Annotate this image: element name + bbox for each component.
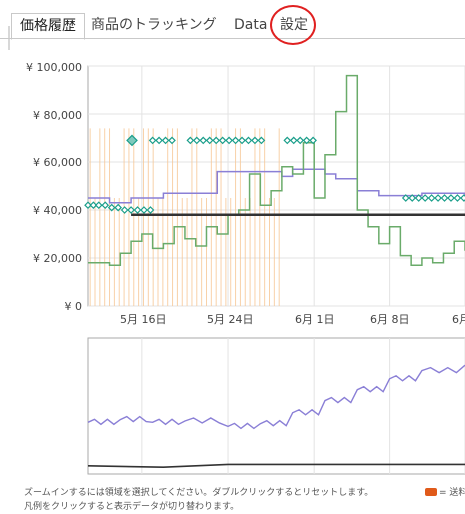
deal-marker (148, 136, 157, 145)
deal-marker-highlight (126, 134, 138, 147)
overview-series-rank (87, 463, 465, 469)
deal-marker (161, 136, 170, 145)
deal-marker (127, 206, 135, 214)
deal-marker (114, 203, 123, 212)
deal-marker (212, 136, 221, 145)
y-tick-label: ¥ 100,000 (26, 61, 82, 74)
x-tick-label: 6月 8日 (370, 313, 410, 326)
deal-marker (244, 136, 253, 145)
deal-marker (453, 194, 462, 202)
series-line-used (88, 74, 465, 266)
y-tick-label: ¥ 0 (64, 300, 83, 313)
tab-data[interactable]: Data (234, 17, 268, 33)
deal-marker (133, 206, 142, 214)
tab-product-tracking[interactable]: 商品のトラッキング (91, 17, 217, 33)
overview-series-new (87, 364, 465, 430)
deal-marker (302, 136, 311, 145)
deal-marker (401, 194, 410, 202)
deal-marker (205, 136, 214, 145)
deal-marker (225, 136, 233, 145)
y-tick-label: ¥ 60,000 (33, 156, 82, 169)
deal-marker (94, 201, 103, 210)
x-tick-label: 6月 1日 (295, 313, 335, 326)
deal-marker (408, 194, 417, 202)
deal-marker (434, 194, 442, 202)
x-tick-label: 5月 16日 (120, 313, 167, 326)
deal-marker (309, 136, 317, 145)
deal-marker (146, 206, 155, 214)
truck-icon (425, 488, 437, 496)
deal-marker (460, 194, 465, 202)
plot-frame (87, 65, 465, 307)
deal-marker (427, 194, 436, 202)
deal-marker (218, 136, 227, 145)
deal-marker (107, 203, 116, 212)
tab-price-history[interactable]: 価格履歴 (11, 13, 85, 40)
deal-marker (238, 136, 246, 145)
x-tick-label: 6月 (452, 313, 465, 326)
deal-marker (289, 136, 298, 145)
zoom-hint: ズームインするには領域を選択してください。ダブルクリックするとリセットします。 (24, 488, 374, 498)
deal-marker (283, 136, 292, 145)
deal-marker (296, 136, 305, 145)
deal-marker (440, 194, 449, 202)
deal-marker (414, 194, 423, 202)
annotation-circle (270, 5, 316, 45)
y-tick-label: ¥ 40,000 (33, 204, 82, 217)
overview-frame (87, 337, 465, 475)
deal-marker (447, 194, 455, 202)
deal-marker (120, 206, 129, 214)
deal-marker (192, 136, 201, 145)
deal-marker (231, 136, 240, 145)
deal-marker (199, 136, 208, 145)
deal-marker (140, 206, 148, 214)
deal-marker (186, 136, 195, 145)
shipping-legend[interactable]: = 送料 (425, 485, 465, 498)
deal-marker (168, 136, 176, 145)
y-tick-label: ¥ 20,000 (33, 252, 82, 265)
legend-hint: 凡例をクリックすると表示データが切り替わります。 (24, 502, 240, 512)
shipping-legend-label: = 送料 (439, 488, 465, 498)
deal-marker (84, 201, 92, 210)
tab-underline (0, 38, 465, 39)
deal-marker (101, 201, 110, 210)
deal-marker (257, 136, 266, 145)
x-tick-label: 5月 24日 (207, 313, 254, 326)
deal-marker (89, 201, 98, 210)
deal-marker (155, 136, 163, 145)
deal-marker (421, 194, 429, 202)
deal-marker (251, 136, 259, 145)
y-tick-label: ¥ 80,000 (33, 109, 82, 122)
